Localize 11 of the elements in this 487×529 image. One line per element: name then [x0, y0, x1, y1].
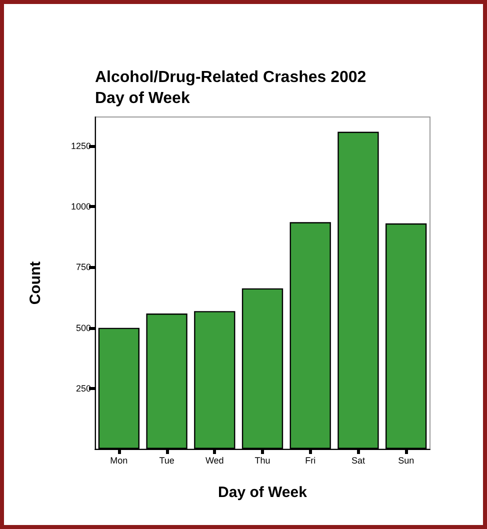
x-tick-label: Sat — [351, 456, 366, 466]
x-tick-label: Fri — [305, 456, 316, 466]
x-tick-label: Sun — [398, 456, 414, 466]
y-tick-label: 1000 — [70, 202, 91, 212]
x-tick-label: Thu — [254, 456, 270, 466]
x-axis-title: Day of Week — [218, 484, 308, 501]
x-tick-label: Wed — [205, 456, 224, 466]
y-axis-title: Count — [27, 261, 44, 305]
x-tick-label: Mon — [110, 456, 128, 466]
x-tick-label: Tue — [159, 456, 174, 466]
chart-title: Alcohol/Drug-Related Crashes 2002 Day of Week — [95, 69, 366, 107]
